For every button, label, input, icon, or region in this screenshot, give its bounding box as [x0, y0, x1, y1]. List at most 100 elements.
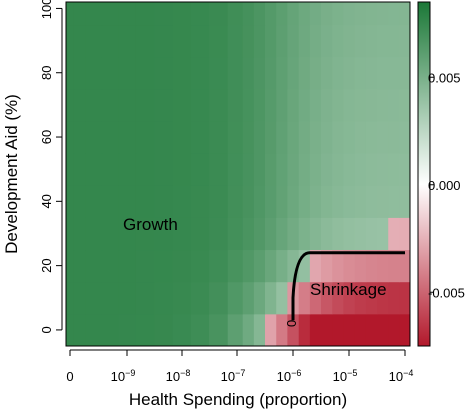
heatmap-cell — [399, 217, 411, 251]
heatmap-cell — [242, 153, 255, 186]
heatmap-cell — [265, 24, 277, 58]
heatmap-cell — [332, 217, 344, 251]
heatmap-cell — [66, 2, 75, 26]
y-tick-label: 80 — [39, 65, 54, 79]
heatmap-cell — [265, 88, 277, 122]
heatmap-cell — [298, 153, 311, 186]
heatmap-cell — [265, 2, 277, 26]
heatmap-cell — [154, 2, 174, 26]
heatmap-cell — [298, 2, 311, 26]
heatmap-cell — [354, 313, 367, 347]
heatmap-cell — [85, 185, 103, 218]
heatmap-cell — [332, 88, 344, 122]
heatmap-cell — [354, 24, 367, 58]
heatmap-cell — [135, 185, 155, 218]
heatmap-cell — [242, 217, 255, 251]
heatmap-cell — [276, 56, 288, 90]
heatmap-cell — [354, 2, 367, 26]
heatmap-cell — [227, 24, 244, 58]
heatmap-cell — [388, 153, 400, 186]
heatmap-cell — [265, 217, 277, 251]
heatmap-cell — [399, 281, 411, 315]
x-tick-label: 10−4 — [389, 368, 414, 384]
heatmap-cell — [135, 120, 155, 154]
heatmap-cell — [377, 88, 389, 122]
heatmap-cell — [399, 88, 411, 122]
heatmap-cell — [190, 56, 210, 90]
heatmap-cell — [298, 313, 311, 347]
heatmap-cell — [190, 185, 210, 218]
heatmap-cell — [287, 120, 300, 154]
heatmap-cell — [209, 2, 229, 26]
heatmap-cell — [253, 2, 266, 26]
heatmap-cell — [298, 88, 311, 122]
heatmap-cell — [287, 185, 300, 218]
heatmap-cell — [309, 281, 322, 315]
heatmap-cell — [253, 153, 266, 186]
heatmap-cell — [172, 249, 192, 283]
heatmap-cell — [85, 217, 103, 251]
heatmap-cell — [154, 153, 174, 186]
heatmap-cell — [253, 281, 266, 315]
heatmap-cell — [227, 120, 244, 154]
heatmap-cell — [354, 281, 367, 315]
heatmap-cell — [85, 88, 103, 122]
heatmap-cell — [118, 217, 137, 251]
colorbar-tick-label: 0.000 — [428, 178, 461, 193]
heatmap-cell — [73, 56, 86, 90]
heatmap-cell — [388, 88, 400, 122]
heatmap-cell — [377, 249, 389, 283]
heatmap-cell — [172, 2, 192, 26]
heatmap-cell — [354, 88, 367, 122]
heatmap-cell — [343, 153, 356, 186]
heatmap-cell — [287, 2, 300, 26]
heatmap-cell — [298, 120, 311, 154]
heatmap-cell — [242, 56, 255, 90]
heatmap-cell — [321, 120, 333, 154]
x-tick-label: 10−8 — [166, 368, 191, 384]
heatmap-cell — [309, 2, 322, 26]
heatmap-cell — [276, 2, 288, 26]
heatmap-cell — [118, 120, 137, 154]
heatmap-cell — [118, 153, 137, 186]
heatmap-cell — [343, 249, 356, 283]
heatmap-cell — [172, 56, 192, 90]
heatmap-cell — [298, 249, 311, 283]
heatmap-cell — [227, 56, 244, 90]
heatmap-cell — [242, 249, 255, 283]
region-label-growth: Growth — [123, 215, 178, 234]
heatmap-cell — [66, 249, 75, 283]
heatmap-cell — [388, 249, 400, 283]
heatmap-cell — [321, 56, 333, 90]
heatmap-cell — [321, 153, 333, 186]
heatmap-cell — [118, 56, 137, 90]
heatmap-cell — [399, 313, 411, 347]
contour-zero-label: 0 — [284, 320, 299, 327]
heatmap-cell — [365, 2, 378, 26]
heatmap-cell — [321, 185, 333, 218]
heatmap-cell — [377, 185, 389, 218]
heatmap-cell — [172, 88, 192, 122]
heatmap-cell — [388, 2, 400, 26]
heatmap-cell — [332, 313, 344, 347]
heatmap-cell — [388, 281, 400, 315]
heatmap-cell — [343, 24, 356, 58]
heatmap-cell — [265, 249, 277, 283]
heatmap-cell — [190, 217, 210, 251]
heatmap-cell — [399, 56, 411, 90]
heatmap-cell — [242, 185, 255, 218]
heatmap-cell — [101, 153, 120, 186]
x-axis-label: Health Spending (proportion) — [129, 390, 347, 409]
heatmap-cell — [227, 217, 244, 251]
heatmap-cell — [309, 56, 322, 90]
heatmap-cell — [101, 24, 120, 58]
heatmap-cell — [66, 217, 75, 251]
heatmap-cell — [276, 120, 288, 154]
heatmap-cell — [209, 24, 229, 58]
heatmap-cell — [265, 153, 277, 186]
heatmap-cell — [399, 185, 411, 218]
heatmap-cell — [343, 281, 356, 315]
heatmap-cell — [242, 88, 255, 122]
heatmap-cell — [332, 24, 344, 58]
heatmap-cell — [309, 249, 322, 283]
